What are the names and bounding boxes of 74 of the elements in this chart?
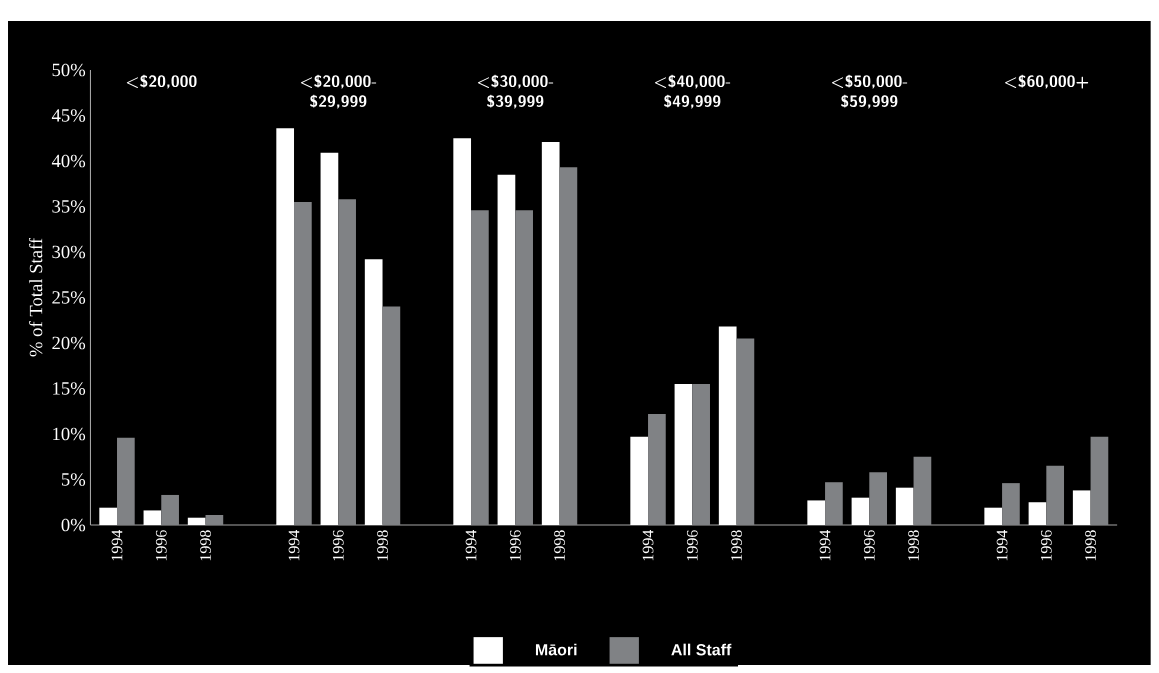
y-tick-label: 35%	[52, 200, 86, 213]
bar	[807, 500, 826, 525]
bar	[984, 507, 1003, 525]
bar	[276, 128, 295, 525]
bar	[1072, 490, 1091, 525]
annotation: <$30,000- $39,999	[477, 74, 554, 109]
bar	[541, 141, 560, 525]
x-tick-label: 1996	[1040, 530, 1052, 561]
annotation: <$20,000- $29,999	[300, 74, 377, 109]
bar	[515, 210, 533, 525]
bar	[364, 259, 383, 525]
y-tick-label: 30%	[52, 245, 86, 259]
annotation: <$60,000+	[1005, 74, 1089, 89]
x-tick-label: 1996	[155, 530, 167, 561]
bar	[851, 497, 870, 525]
bar	[718, 326, 737, 525]
bar	[895, 487, 914, 525]
bar	[630, 436, 649, 525]
bar	[320, 152, 339, 525]
bar	[674, 383, 693, 525]
bar	[187, 517, 206, 525]
y-tick-label: 40%	[51, 154, 86, 168]
x-tick-label: 1998	[554, 530, 565, 561]
bar	[736, 338, 755, 525]
bar	[648, 413, 666, 525]
annotation: <$50,000- $59,999	[831, 74, 908, 109]
x-tick-label: 1998	[200, 530, 211, 561]
x-tick-label: 1994	[288, 529, 300, 561]
bar	[117, 437, 135, 525]
bar	[1028, 502, 1047, 525]
bar	[471, 210, 489, 525]
x-tick-label: 1998	[1085, 530, 1096, 561]
bar	[143, 510, 162, 525]
bar	[913, 456, 932, 525]
bar	[1046, 465, 1065, 525]
bar	[1002, 483, 1020, 525]
y-tick-label: 25%	[52, 291, 86, 304]
y-tick-label: 0%	[61, 518, 86, 532]
annotation: <$20,000	[126, 74, 197, 89]
bar	[825, 482, 843, 525]
bar	[497, 174, 516, 525]
x-tick-label: 1998	[908, 530, 919, 561]
x-tick-label: 1998	[377, 530, 388, 561]
x-tick-label: 1996	[509, 530, 521, 561]
x-tick-label: 1994	[642, 529, 654, 561]
y-tick-label: 10%	[53, 427, 86, 441]
bar	[161, 494, 179, 525]
bar	[869, 472, 888, 525]
x-tick-label: 1994	[465, 529, 477, 561]
x-tick-label: 1994	[996, 529, 1008, 561]
y-tick-label: 45%	[51, 109, 86, 122]
y-tick-label: 20%	[52, 336, 86, 350]
x-tick-label: 1998	[731, 530, 742, 561]
bar	[453, 138, 472, 525]
x-tick-label: 1996	[332, 530, 344, 561]
y-tick-label: 5%	[61, 473, 86, 486]
x-tick-label: 1996	[863, 530, 875, 561]
bar	[559, 167, 578, 525]
x-tick-label: 1996	[686, 530, 698, 561]
y-axis-title: % of Total Staff	[28, 237, 43, 357]
legend-label: Māori	[535, 643, 577, 656]
bar	[382, 306, 401, 525]
bar	[1090, 436, 1109, 525]
bar	[294, 201, 312, 525]
x-tick-label: 1994	[819, 529, 831, 561]
bar	[205, 514, 224, 525]
annotation: <$40,000- $49,999	[654, 74, 731, 109]
y-tick-label: 50%	[52, 63, 86, 77]
y-tick-label: 15%	[53, 382, 86, 395]
bar	[692, 383, 710, 525]
x-tick-label: 1994	[111, 529, 123, 561]
bar	[99, 507, 118, 525]
legend-label: All Staff	[671, 643, 732, 656]
bar	[338, 199, 356, 525]
